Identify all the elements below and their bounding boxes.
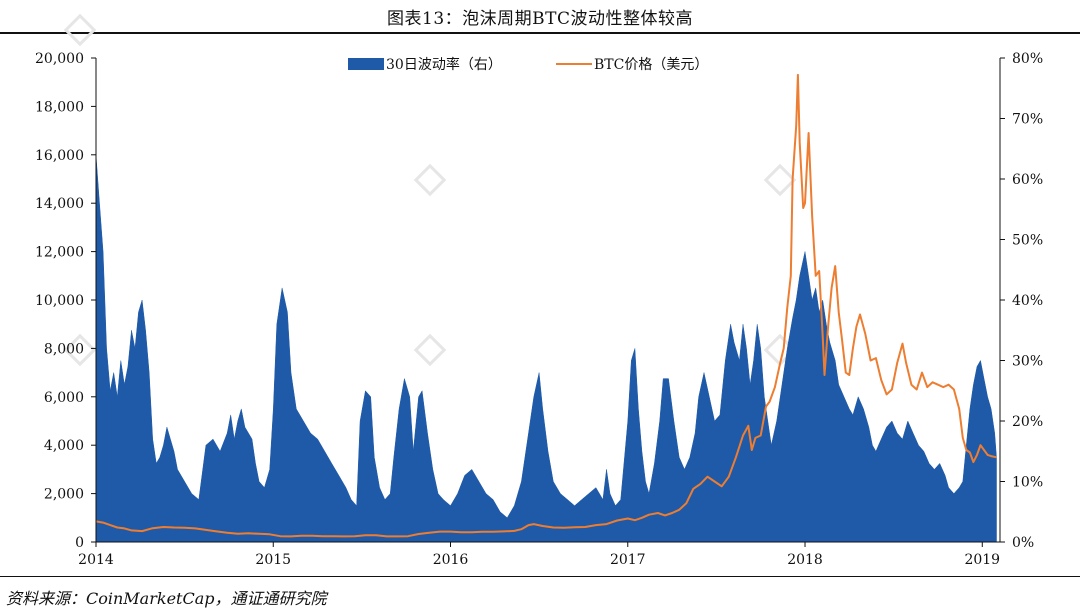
y-left-tick-label: 2,000 [44,487,84,503]
volatility-area-layer [95,154,997,543]
source-rule [0,576,1080,577]
watermark-mark [413,333,447,367]
y-left-tick-label: 6,000 [44,390,84,406]
watermark-mark [413,163,447,197]
legend-label-volatility: 30日波动率（右） [386,56,502,73]
y-right-tick-label: 30% [1012,354,1043,370]
y-left-tick-label: 4,000 [44,438,84,454]
y-right-tick-label: 0% [1012,535,1034,551]
chart-title: 图表13：泡沫周期BTC波动性整体较高 [387,9,693,29]
y-left-tick-label: 18,000 [35,99,84,115]
x-tick-label: 2018 [787,552,823,568]
x-tick-label: 2017 [610,552,646,568]
y-left-tick-label: 8,000 [44,341,84,357]
watermark-mark [63,333,97,367]
y-right-tick-label: 20% [1012,414,1043,430]
y-right-tick-label: 40% [1012,293,1043,309]
series-volatility-area [95,154,997,543]
y-right-tick-label: 80% [1012,51,1043,67]
watermark-mark [63,13,97,47]
y-right-tick-label: 50% [1012,233,1043,249]
y-left-tick-label: 12,000 [35,245,84,261]
x-tick-label: 2016 [433,552,469,568]
y-right-tick-label: 10% [1012,475,1043,491]
x-tick-label: 2015 [255,552,291,568]
y-left-tick-label: 20,000 [35,51,84,67]
axes-layer: 0 2,000 4,000 6,000 8,000 10,000 12,000 14,000 1… [35,51,1043,568]
price-line-layer [95,73,997,538]
y-right-tick-label: 60% [1012,172,1043,188]
y-left-tick-label: 14,000 [35,196,84,212]
legend-label-price: BTC价格（美元） [594,57,708,73]
y-left-tick-label: 0 [75,535,84,551]
legend-swatch-volatility [348,58,384,70]
series-btc-price-line [95,73,997,538]
x-tick-label: 2014 [78,552,114,568]
y-left-tick-label: 10,000 [35,293,84,309]
y-left-tick-label: 16,000 [35,148,84,164]
source-note: 资料来源：CoinMarketCap，通证通研究院 [6,589,327,608]
title-rule [0,32,1080,34]
legend: 30日波动率（右） BTC价格（美元） [348,56,708,73]
volatility-price-chart: 0 2,000 4,000 6,000 8,000 10,000 12,000 14,000 1… [35,13,1043,568]
x-tick-label: 2019 [964,552,1000,568]
watermark-mark [763,163,797,197]
y-right-tick-label: 70% [1012,112,1043,128]
